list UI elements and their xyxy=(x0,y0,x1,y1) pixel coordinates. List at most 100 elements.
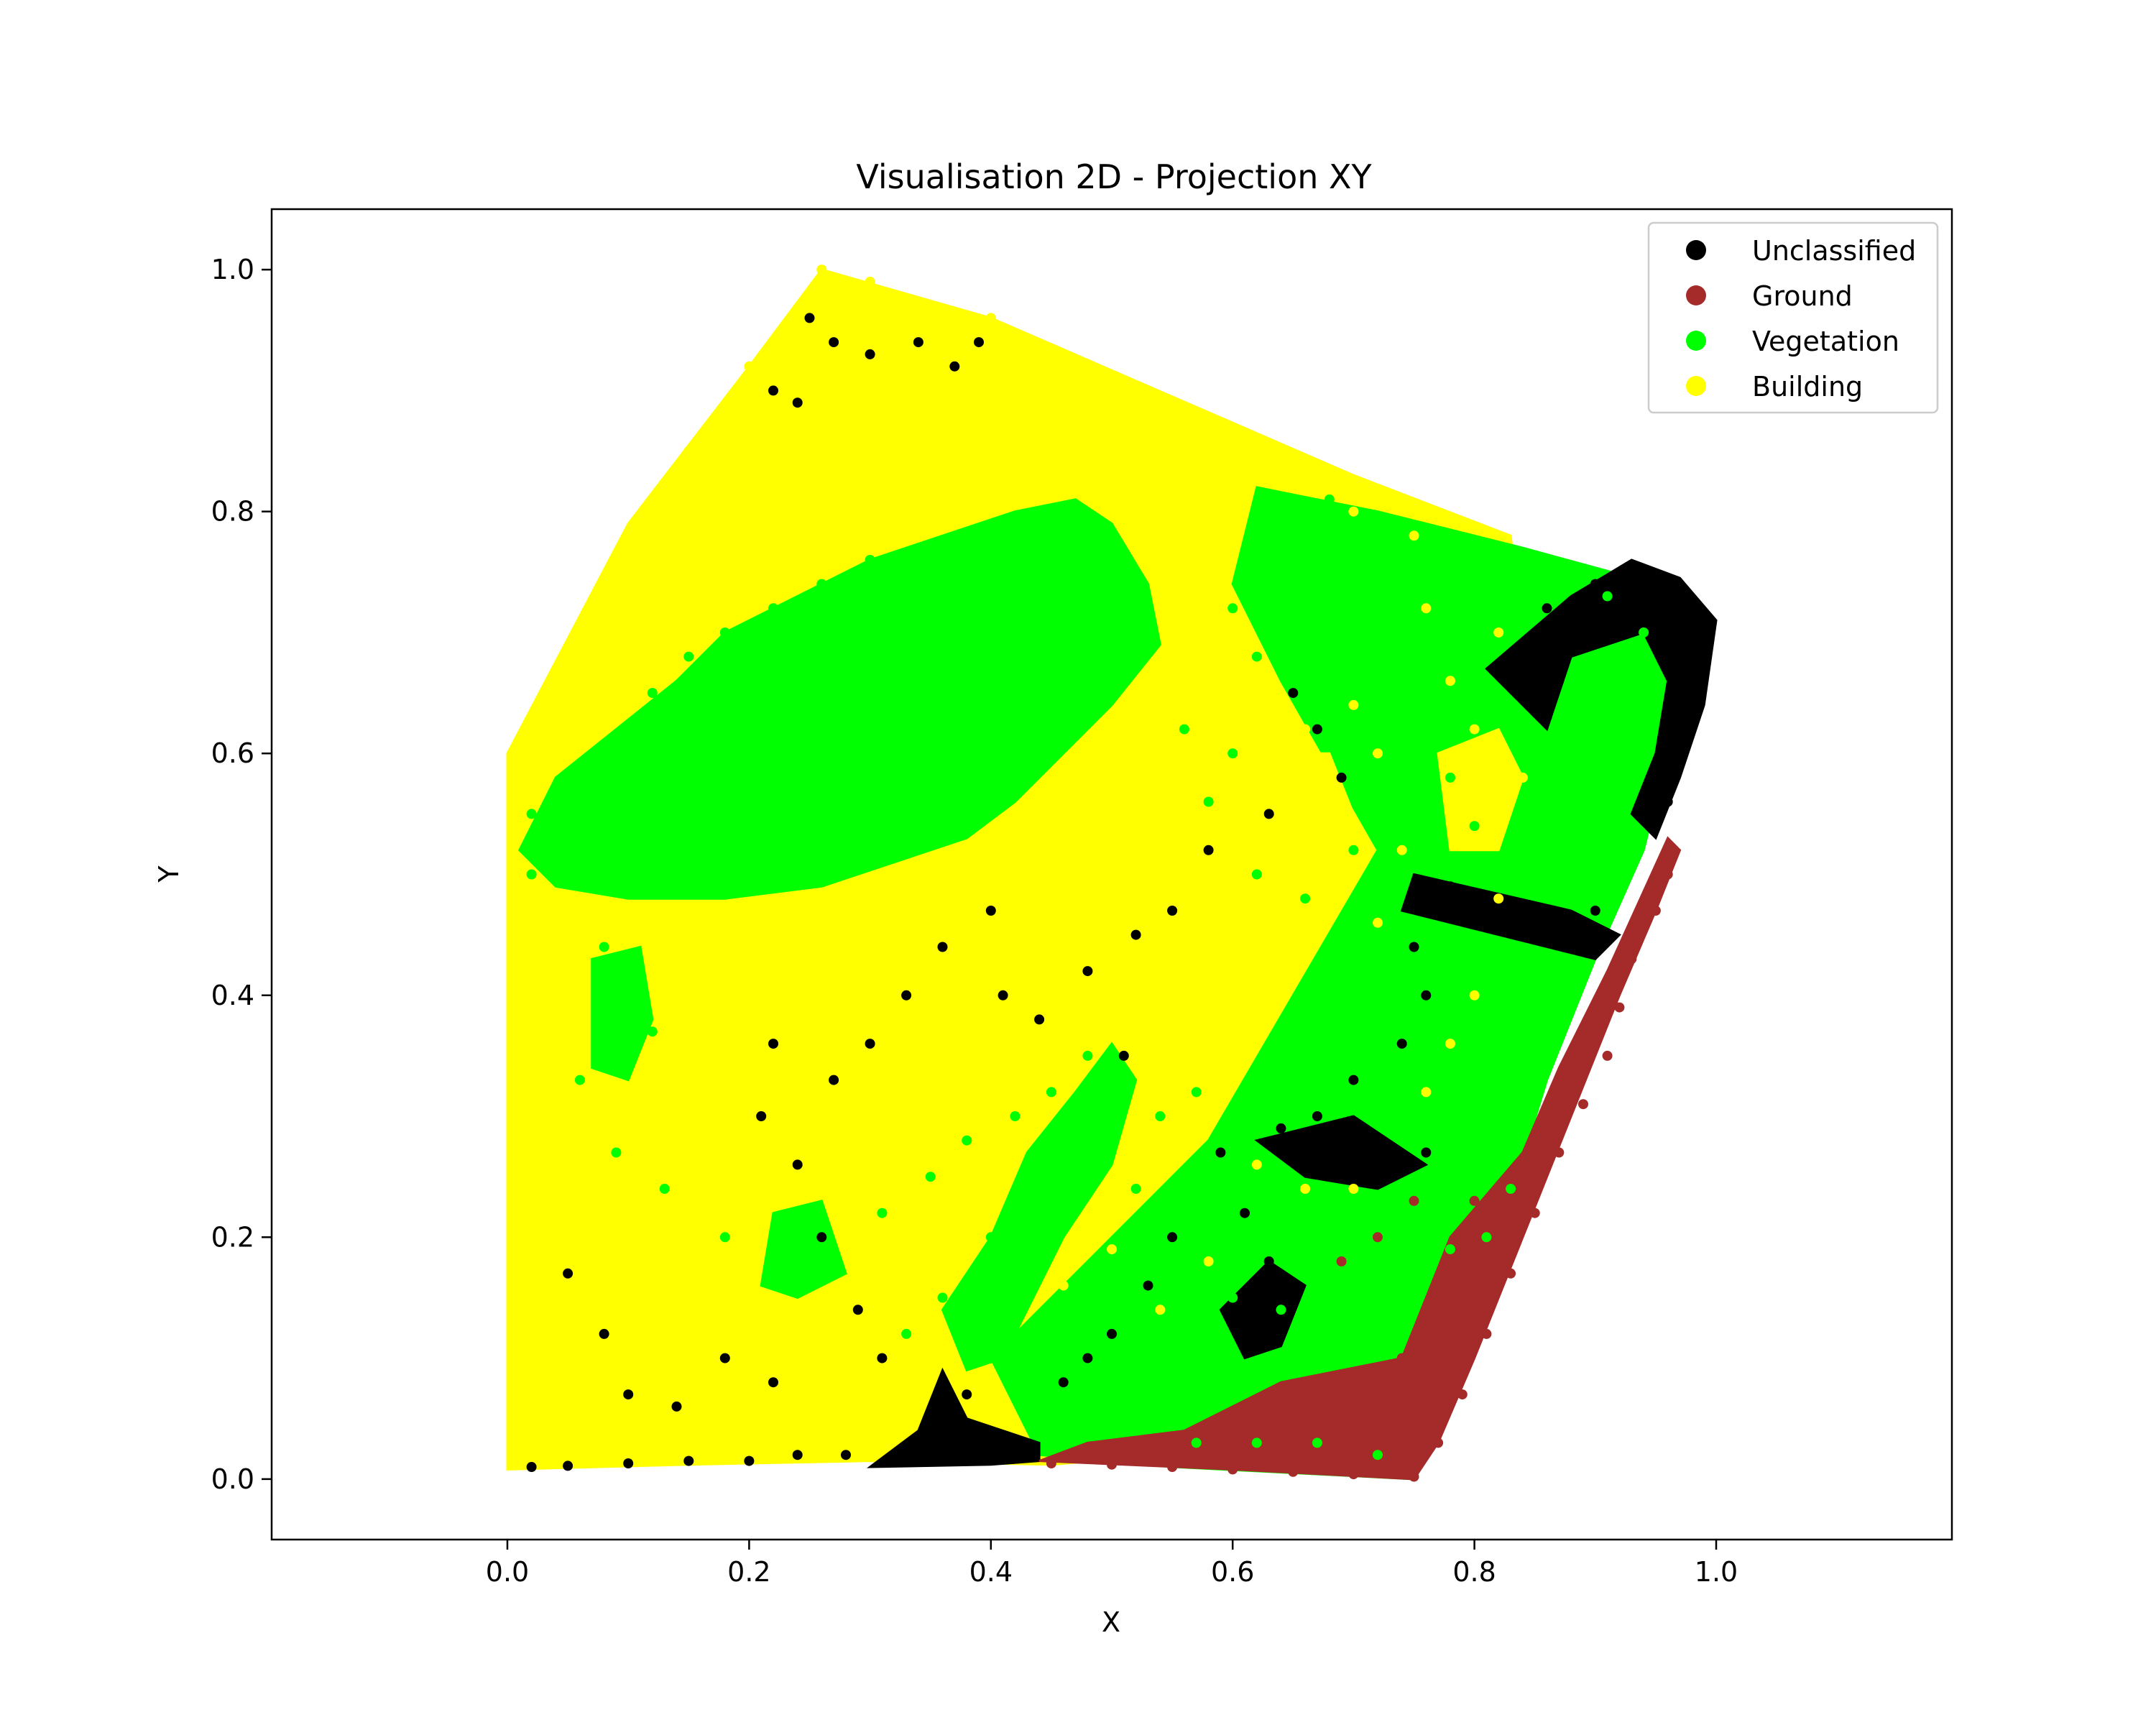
point-building xyxy=(1227,990,1238,1000)
point-unclassified xyxy=(1554,676,1565,686)
point-building xyxy=(526,724,537,735)
point-building xyxy=(1493,893,1504,904)
point-ground xyxy=(1396,1353,1407,1363)
point-vegetation xyxy=(599,942,609,952)
point-vegetation xyxy=(1251,1438,1262,1448)
point-building xyxy=(1227,796,1238,807)
point-unclassified xyxy=(1167,1232,1178,1243)
point-ground xyxy=(1373,1232,1383,1243)
point-unclassified xyxy=(526,1462,537,1472)
point-building xyxy=(550,1292,561,1303)
point-ground xyxy=(1457,1353,1468,1363)
point-vegetation xyxy=(962,530,972,541)
point-ground xyxy=(1384,1413,1395,1424)
point-vegetation xyxy=(1263,506,1274,517)
point-vegetation xyxy=(719,869,730,880)
point-unclassified xyxy=(1421,990,1432,1000)
chart-title: Visualisation 2D - Projection XY xyxy=(856,157,1372,196)
point-vegetation xyxy=(1010,1111,1021,1121)
legend: Unclassified Ground Vegetation Building xyxy=(1647,221,1939,414)
point-unclassified xyxy=(1662,579,1673,589)
point-unclassified xyxy=(1034,1014,1045,1025)
point-vegetation xyxy=(1542,1014,1552,1025)
point-building xyxy=(1155,869,1166,880)
point-unclassified xyxy=(563,1460,573,1471)
point-vegetation xyxy=(1493,942,1504,952)
point-building xyxy=(1409,530,1419,541)
region-vegetation-5 xyxy=(760,1200,847,1300)
point-vegetation xyxy=(1130,1184,1141,1194)
point-vegetation xyxy=(1058,724,1069,735)
point-vegetation xyxy=(1324,1328,1335,1339)
point-vegetation xyxy=(1566,796,1577,807)
point-unclassified xyxy=(1215,1147,1226,1158)
legend-label-vegetation: Vegetation xyxy=(1752,326,1899,357)
y-axis-label: Y xyxy=(153,865,185,883)
point-building xyxy=(514,1413,525,1424)
point-building xyxy=(889,1401,900,1412)
x-tick-label: 0.8 xyxy=(1452,1556,1496,1588)
point-unclassified xyxy=(865,349,875,359)
point-unclassified xyxy=(768,385,778,396)
point-ground xyxy=(1614,1002,1625,1013)
point-vegetation xyxy=(1421,724,1432,735)
point-ground xyxy=(1457,1389,1468,1400)
point-unclassified xyxy=(1384,1159,1395,1170)
x-tick-label: 0.2 xyxy=(727,1556,770,1588)
point-unclassified xyxy=(1130,929,1141,940)
point-vegetation xyxy=(1276,579,1286,589)
point-unclassified xyxy=(913,337,923,348)
point-vegetation xyxy=(611,1147,622,1158)
point-vegetation xyxy=(1384,518,1395,529)
point-unclassified xyxy=(623,1389,634,1400)
point-ground xyxy=(1602,1050,1613,1061)
point-vegetation xyxy=(1469,821,1480,832)
point-vegetation xyxy=(768,603,778,614)
point-building xyxy=(744,990,755,1000)
point-building xyxy=(647,1438,658,1448)
point-building xyxy=(1288,482,1299,492)
point-vegetation xyxy=(1082,1050,1093,1061)
x-tick-label: 0.0 xyxy=(486,1556,529,1588)
point-ground xyxy=(1130,1443,1141,1454)
point-vegetation xyxy=(829,1268,839,1279)
point-building xyxy=(962,954,972,965)
legend-marker-ground xyxy=(1686,285,1706,305)
x-tick-label: 0.6 xyxy=(1211,1556,1254,1588)
point-building xyxy=(1227,458,1238,469)
point-building xyxy=(732,1159,742,1170)
point-vegetation xyxy=(623,990,634,1000)
x-axis: 0.0 0.2 0.4 0.6 0.8 1.0 xyxy=(486,1540,1738,1588)
point-vegetation xyxy=(925,603,936,614)
point-building xyxy=(1179,1014,1189,1025)
point-building xyxy=(913,1087,923,1098)
point-unclassified xyxy=(937,942,948,952)
point-unclassified xyxy=(1348,1075,1359,1085)
point-vegetation xyxy=(719,627,730,638)
point-vegetation xyxy=(1445,543,1455,553)
point-vegetation xyxy=(1324,603,1335,614)
point-unclassified xyxy=(1348,1135,1359,1146)
point-vegetation xyxy=(1046,1087,1056,1098)
point-vegetation xyxy=(1046,579,1056,589)
point-unclassified xyxy=(804,313,815,323)
point-unclassified xyxy=(1699,639,1710,650)
point-vegetation xyxy=(1155,1111,1166,1121)
point-unclassified xyxy=(1590,579,1600,589)
point-building xyxy=(1373,748,1383,759)
point-vegetation xyxy=(949,809,960,819)
point-vegetation xyxy=(1396,1244,1407,1255)
point-vegetation xyxy=(1614,772,1625,783)
point-vegetation xyxy=(1373,651,1383,662)
point-ground xyxy=(1481,1328,1492,1339)
point-vegetation xyxy=(683,651,694,662)
legend-marker-vegetation xyxy=(1686,331,1706,351)
point-vegetation xyxy=(792,857,803,868)
y-axis: 0.0 0.2 0.4 0.6 0.8 1.0 xyxy=(211,254,272,1495)
point-vegetation xyxy=(1506,1184,1516,1194)
point-unclassified xyxy=(1143,1280,1153,1291)
point-unclassified xyxy=(792,1159,803,1170)
point-building xyxy=(1107,1244,1117,1255)
point-building xyxy=(696,942,706,952)
point-building xyxy=(768,482,778,492)
